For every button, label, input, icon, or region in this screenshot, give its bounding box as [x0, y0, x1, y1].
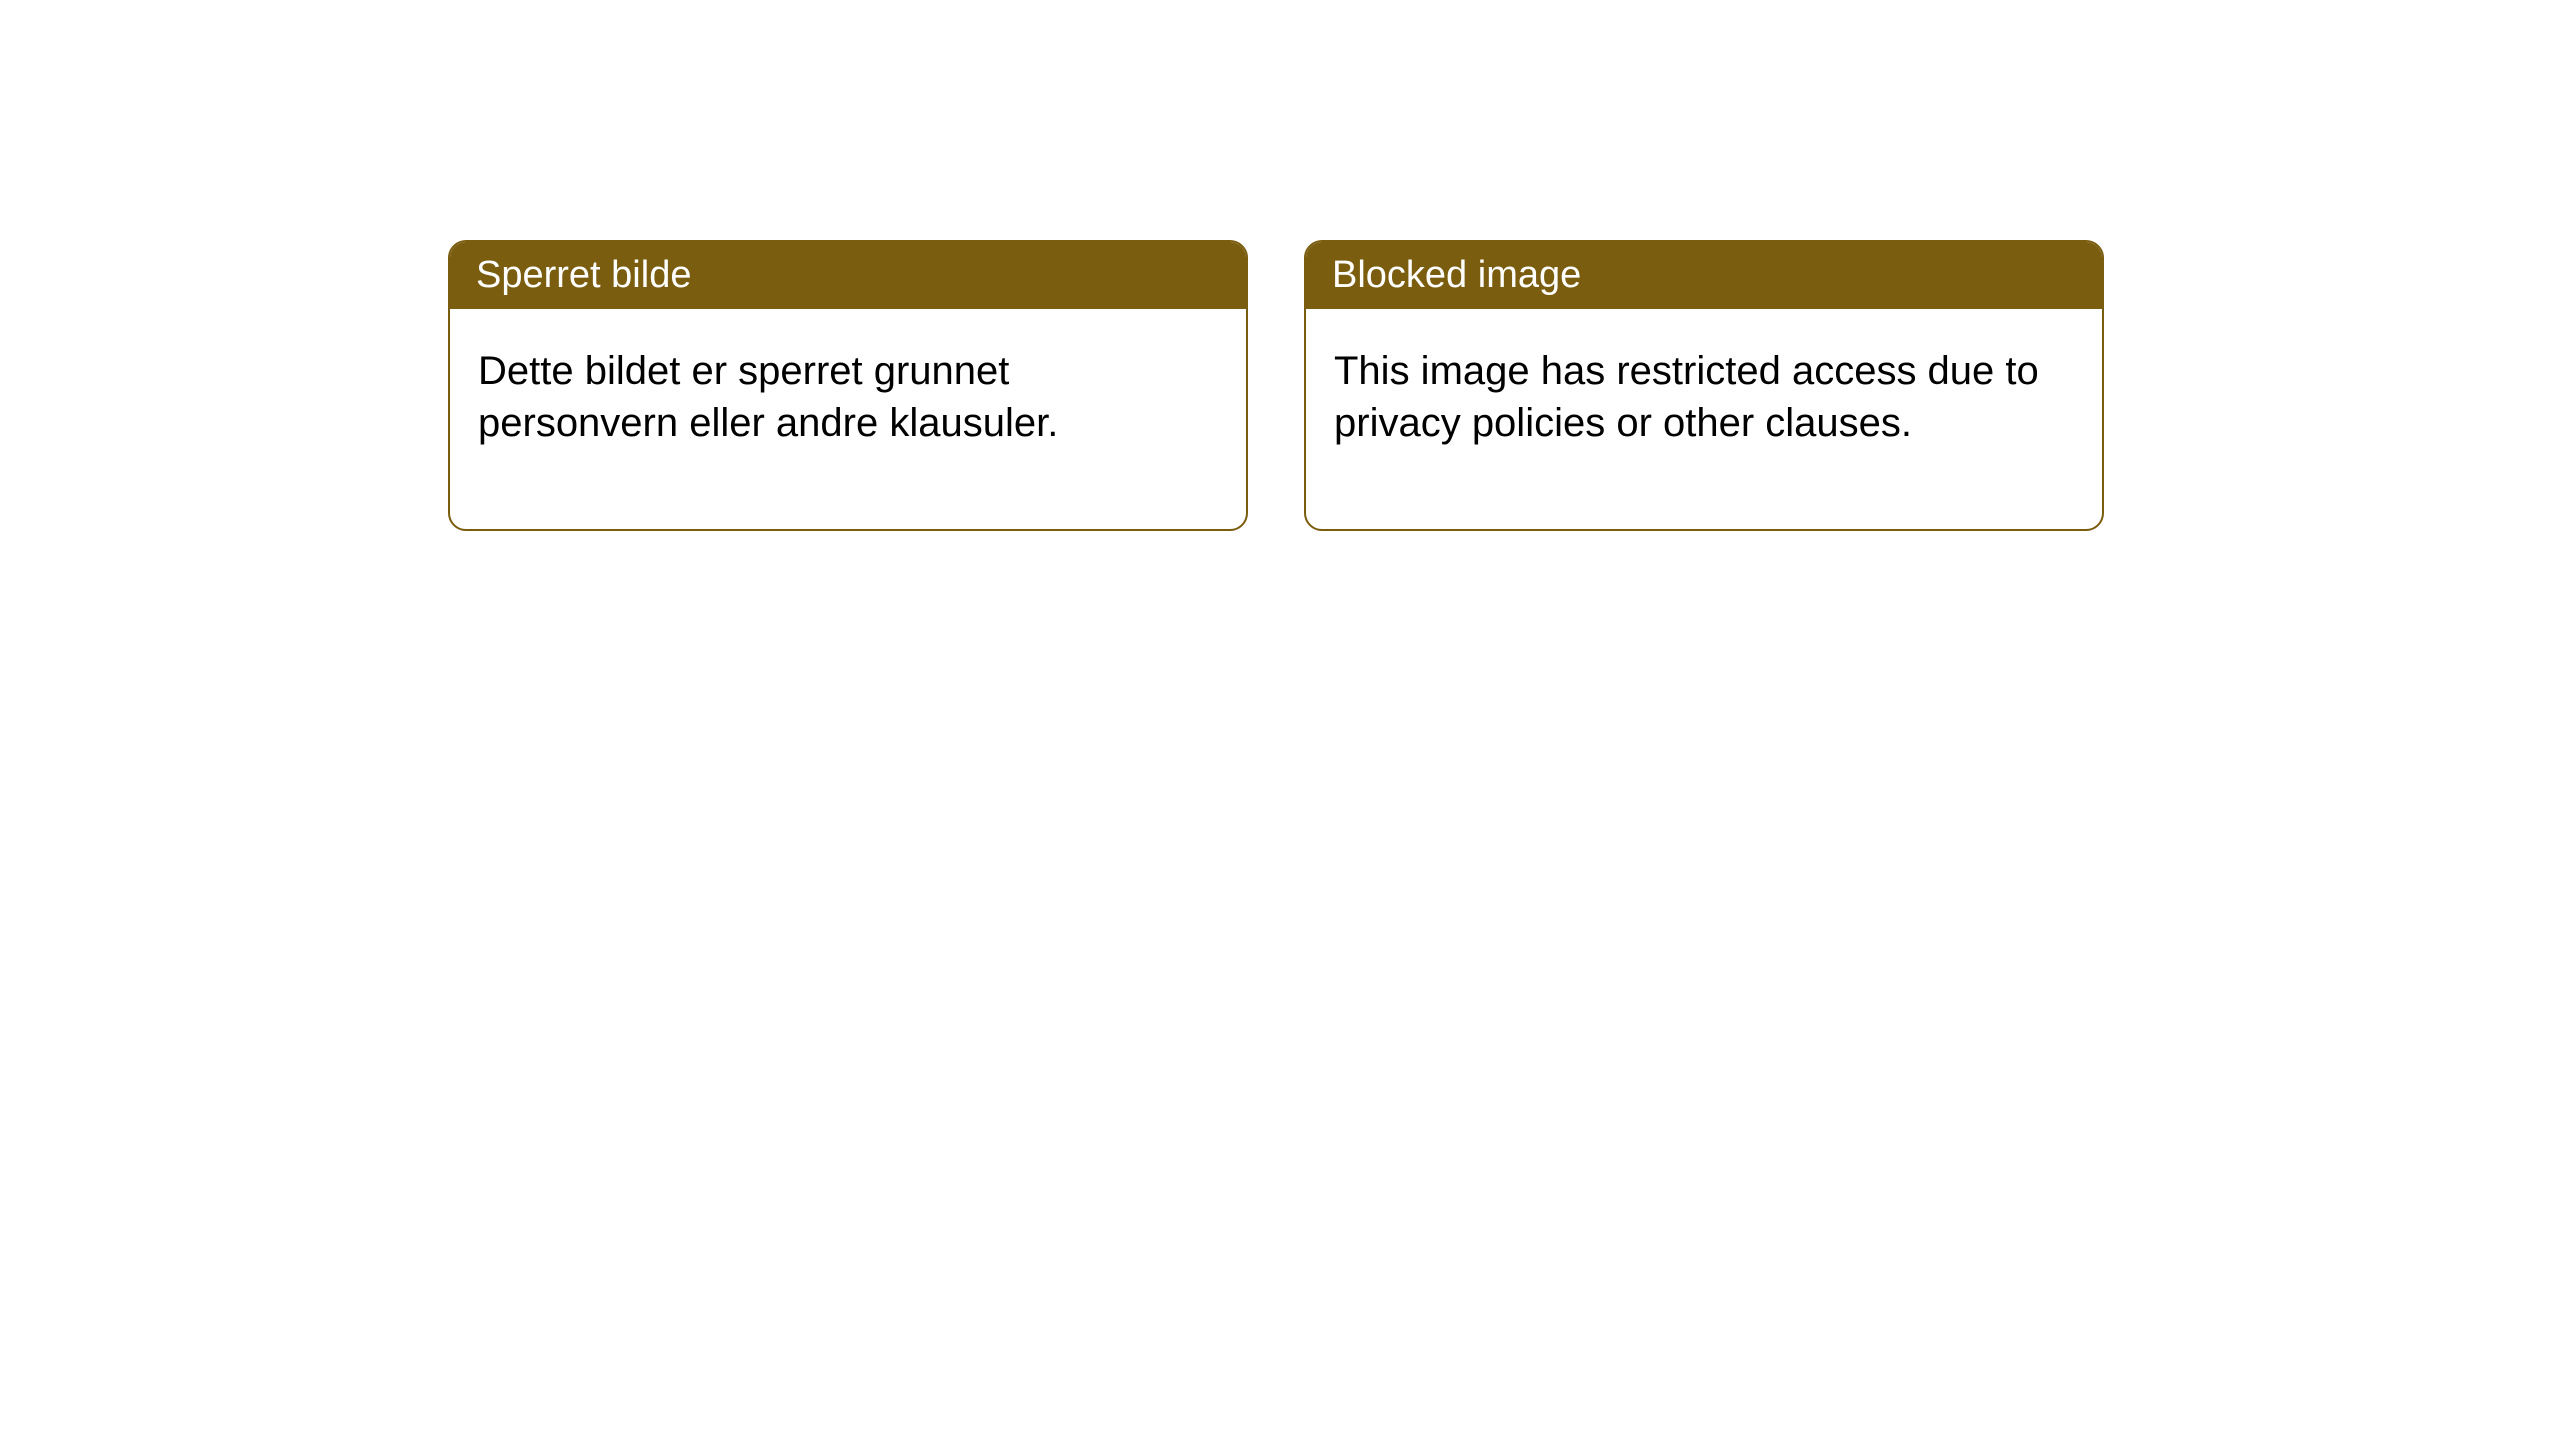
- card-header: Blocked image: [1306, 242, 2102, 309]
- notice-card-english: Blocked image This image has restricted …: [1304, 240, 2104, 531]
- card-header: Sperret bilde: [450, 242, 1246, 309]
- card-title: Blocked image: [1332, 254, 1581, 296]
- card-body-text: This image has restricted access due to …: [1334, 349, 2039, 445]
- notice-card-norwegian: Sperret bilde Dette bildet er sperret gr…: [448, 240, 1248, 531]
- card-body-text: Dette bildet er sperret grunnet personve…: [478, 349, 1058, 445]
- card-body: Dette bildet er sperret grunnet personve…: [450, 309, 1246, 529]
- notice-cards-container: Sperret bilde Dette bildet er sperret gr…: [448, 240, 2104, 531]
- card-body: This image has restricted access due to …: [1306, 309, 2102, 529]
- card-title: Sperret bilde: [476, 254, 691, 296]
